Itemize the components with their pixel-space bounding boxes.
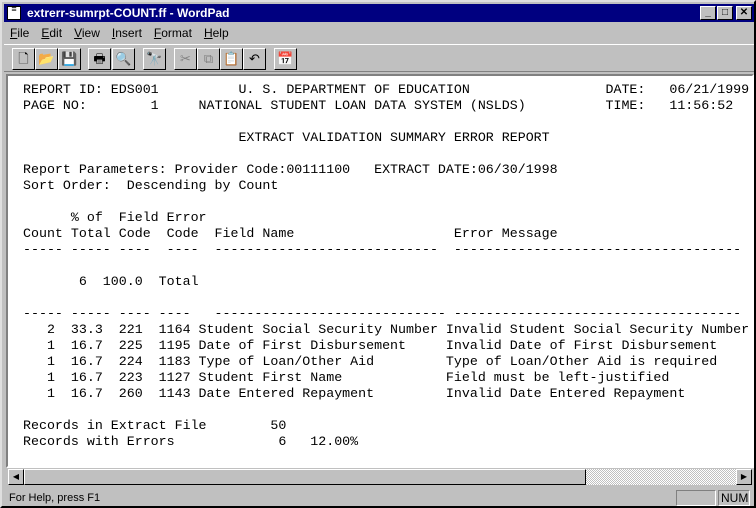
maximize-button[interactable]: □ — [717, 6, 733, 20]
find-button[interactable]: 🔭 — [143, 48, 166, 70]
save-button[interactable]: 💾 — [58, 48, 81, 70]
report-line — [23, 114, 749, 130]
report-line: 2 33.3 221 1164 Student Social Security … — [23, 322, 750, 337]
report-line: ----- ----- ---- ---- ------------------… — [23, 242, 742, 257]
report-line: 1 16.7 225 1195 Date of First Disburseme… — [23, 338, 718, 353]
menu-format[interactable]: Format — [153, 26, 192, 40]
print-preview-icon: 🔍 — [115, 51, 132, 66]
report-line — [23, 402, 749, 418]
cut-button[interactable]: ✂ — [174, 48, 197, 70]
date-time-icon: 📅 — [277, 51, 294, 66]
report-line: 6 100.0 Total — [23, 274, 199, 289]
title-bar[interactable]: ≡ extrerr-sumrpt-COUNT.ff - WordPad _ □ … — [4, 4, 754, 22]
document-area[interactable]: REPORT ID: EDS001 U. S. DEPARTMENT OF ED… — [6, 74, 754, 468]
report-line — [23, 450, 749, 466]
report-line: ----- ----- ---- ---- ------------------… — [23, 306, 742, 321]
report-line: % of Field Error — [23, 210, 207, 225]
report-line — [23, 290, 749, 306]
paste-button[interactable]: 📋 — [220, 48, 243, 70]
status-pane-caps — [676, 490, 716, 506]
copy-icon: ⧉ — [203, 51, 214, 66]
report-line: Records in Extract File 50 — [23, 418, 287, 433]
report-line: 1 16.7 223 1127 Student First Name Field… — [23, 370, 670, 385]
report-line: End of NSLDS Summary Error Report — [23, 466, 749, 468]
status-bar: For Help, press F1 NUM — [4, 488, 754, 508]
report-line — [23, 194, 749, 210]
print-icon: 🖶 — [93, 51, 106, 66]
open-button[interactable]: 📂 — [35, 48, 58, 70]
report-line: Count Total Code Code Field Name Error M… — [23, 226, 558, 241]
horizontal-scrollbar[interactable]: ◀ ▶ — [8, 469, 752, 485]
date-time-button[interactable]: 📅 — [274, 48, 297, 70]
find-icon: 🔭 — [146, 51, 163, 66]
menu-help[interactable]: Help — [203, 26, 229, 40]
print-button[interactable]: 🖶 — [88, 48, 111, 70]
cut-icon: ✂ — [180, 51, 191, 66]
scroll-thumb[interactable] — [24, 469, 586, 485]
print-preview-button[interactable]: 🔍 — [112, 48, 135, 70]
menu-insert[interactable]: Insert — [111, 26, 142, 40]
copy-button[interactable]: ⧉ — [197, 48, 220, 70]
paste-icon: 📋 — [223, 51, 240, 66]
wordpad-document-icon[interactable]: ≡ — [7, 5, 21, 20]
report-line — [23, 258, 749, 274]
report-line: REPORT ID: EDS001 U. S. DEPARTMENT OF ED… — [23, 82, 750, 97]
menu-bar: File Edit View Insert Format Help — [4, 24, 235, 42]
menu-file[interactable]: File — [10, 26, 30, 40]
report-text: REPORT ID: EDS001 U. S. DEPARTMENT OF ED… — [23, 82, 750, 468]
status-message: For Help, press F1 — [9, 492, 101, 504]
scroll-right-button[interactable]: ▶ — [736, 469, 752, 485]
report-line: PAGE NO: 1 NATIONAL STUDENT LOAN DATA SY… — [23, 98, 734, 113]
report-line: 1 16.7 260 1143 Date Entered Repayment I… — [23, 386, 686, 401]
menu-view[interactable]: View — [74, 26, 100, 40]
minimize-button[interactable]: _ — [700, 6, 716, 20]
status-pane-num: NUM — [718, 490, 750, 506]
report-line: 1 16.7 224 1183 Type of Loan/Other Aid T… — [23, 354, 718, 369]
report-line: Sort Order: Descending by Count — [23, 178, 279, 193]
toolbar: 🗋 📂 💾 🖶 🔍 🔭 ✂ ⧉ 📋 ↶ 📅 — [4, 44, 754, 72]
close-button[interactable]: ✕ — [736, 6, 752, 20]
report-line: Records with Errors 6 12.00% — [23, 434, 359, 449]
undo-button[interactable]: ↶ — [243, 48, 266, 70]
new-button[interactable]: 🗋 — [12, 48, 35, 70]
undo-icon: ↶ — [249, 51, 260, 66]
report-line — [23, 146, 749, 162]
report-line: EXTRACT VALIDATION SUMMARY ERROR REPORT — [23, 130, 550, 145]
save-icon: 💾 — [61, 51, 78, 66]
scroll-left-button[interactable]: ◀ — [8, 469, 24, 485]
window-title: extrerr-sumrpt-COUNT.ff - WordPad — [27, 6, 230, 20]
report-line: Report Parameters: Provider Code:0011110… — [23, 162, 558, 177]
menu-edit[interactable]: Edit — [41, 26, 63, 40]
open-icon: 📂 — [38, 51, 55, 66]
new-icon: 🗋 — [18, 51, 29, 66]
